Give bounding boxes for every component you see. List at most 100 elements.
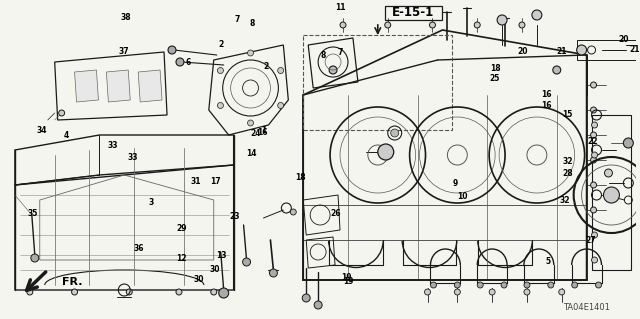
Text: 7: 7 xyxy=(338,48,343,57)
Circle shape xyxy=(176,289,182,295)
Circle shape xyxy=(314,301,322,309)
Text: 20: 20 xyxy=(518,47,528,56)
Text: 12: 12 xyxy=(176,254,187,263)
Text: 16: 16 xyxy=(257,128,268,137)
Circle shape xyxy=(605,169,612,177)
Circle shape xyxy=(211,289,217,295)
Circle shape xyxy=(604,187,620,203)
Polygon shape xyxy=(138,70,162,102)
Bar xyxy=(591,115,631,270)
Circle shape xyxy=(454,289,460,295)
Circle shape xyxy=(623,138,634,148)
Polygon shape xyxy=(106,70,131,102)
Text: 18: 18 xyxy=(295,173,306,182)
Text: 32: 32 xyxy=(563,157,573,166)
Circle shape xyxy=(385,22,391,28)
Circle shape xyxy=(591,152,598,158)
Text: E-15-1: E-15-1 xyxy=(392,5,434,19)
Circle shape xyxy=(591,157,596,163)
Bar xyxy=(577,40,636,60)
Text: 16: 16 xyxy=(541,90,551,99)
Circle shape xyxy=(126,289,132,295)
Text: 14: 14 xyxy=(246,149,257,158)
Circle shape xyxy=(219,288,228,298)
Text: 7: 7 xyxy=(235,15,240,24)
Text: 38: 38 xyxy=(121,13,131,22)
Circle shape xyxy=(329,66,337,74)
Text: 9: 9 xyxy=(453,179,458,188)
Text: 21: 21 xyxy=(629,46,639,55)
Circle shape xyxy=(474,22,480,28)
Circle shape xyxy=(269,269,277,277)
Circle shape xyxy=(59,110,65,116)
Circle shape xyxy=(591,122,598,128)
Text: 5: 5 xyxy=(546,257,551,266)
Circle shape xyxy=(291,209,296,215)
Circle shape xyxy=(519,22,525,28)
Text: 13: 13 xyxy=(216,251,227,260)
Text: 36: 36 xyxy=(134,244,144,253)
Circle shape xyxy=(524,289,530,295)
Text: 20: 20 xyxy=(618,35,628,44)
Circle shape xyxy=(278,102,284,108)
Text: 4: 4 xyxy=(64,131,69,140)
Text: 2: 2 xyxy=(263,63,269,71)
Circle shape xyxy=(248,120,253,126)
Text: 24: 24 xyxy=(250,130,261,138)
Circle shape xyxy=(489,289,495,295)
Circle shape xyxy=(477,282,483,288)
Circle shape xyxy=(572,282,578,288)
Circle shape xyxy=(391,129,399,137)
Text: 28: 28 xyxy=(563,169,573,178)
Text: 3: 3 xyxy=(149,198,154,207)
Circle shape xyxy=(591,232,598,238)
Circle shape xyxy=(278,68,284,73)
Text: 1: 1 xyxy=(261,126,267,135)
Circle shape xyxy=(591,257,598,263)
Text: 8: 8 xyxy=(321,51,326,60)
Text: 37: 37 xyxy=(119,47,129,56)
Circle shape xyxy=(27,289,33,295)
Text: TA04E1401: TA04E1401 xyxy=(563,303,610,313)
Text: 33: 33 xyxy=(108,141,118,150)
Circle shape xyxy=(591,207,596,213)
Circle shape xyxy=(302,294,310,302)
Circle shape xyxy=(596,282,602,288)
Circle shape xyxy=(431,282,436,288)
Circle shape xyxy=(429,22,435,28)
Circle shape xyxy=(31,254,39,262)
Text: 22: 22 xyxy=(588,137,598,146)
Text: 33: 33 xyxy=(127,153,138,162)
Circle shape xyxy=(176,58,184,66)
Circle shape xyxy=(591,182,596,188)
Circle shape xyxy=(218,102,223,108)
Text: 23: 23 xyxy=(229,212,239,221)
Polygon shape xyxy=(75,70,99,102)
Text: 30: 30 xyxy=(193,275,204,284)
Circle shape xyxy=(591,107,596,113)
Circle shape xyxy=(454,282,460,288)
Circle shape xyxy=(532,10,542,20)
Circle shape xyxy=(559,289,564,295)
Circle shape xyxy=(497,15,507,25)
Text: 27: 27 xyxy=(585,236,596,245)
Circle shape xyxy=(340,22,346,28)
Circle shape xyxy=(218,68,223,73)
Text: 18: 18 xyxy=(490,64,500,73)
Circle shape xyxy=(591,132,596,138)
Text: 34: 34 xyxy=(36,126,47,135)
Text: 31: 31 xyxy=(191,177,201,186)
Text: 25: 25 xyxy=(490,74,500,83)
Circle shape xyxy=(168,46,176,54)
Text: 8: 8 xyxy=(250,19,255,28)
Text: 16: 16 xyxy=(541,101,551,110)
Circle shape xyxy=(501,282,507,288)
Text: 17: 17 xyxy=(210,177,220,186)
Text: 15: 15 xyxy=(563,110,573,119)
Text: 11: 11 xyxy=(335,4,346,12)
Text: 30: 30 xyxy=(210,265,220,274)
Text: 10: 10 xyxy=(457,192,467,201)
Circle shape xyxy=(243,258,250,266)
Text: 26: 26 xyxy=(331,209,341,218)
Text: 19: 19 xyxy=(343,278,353,286)
